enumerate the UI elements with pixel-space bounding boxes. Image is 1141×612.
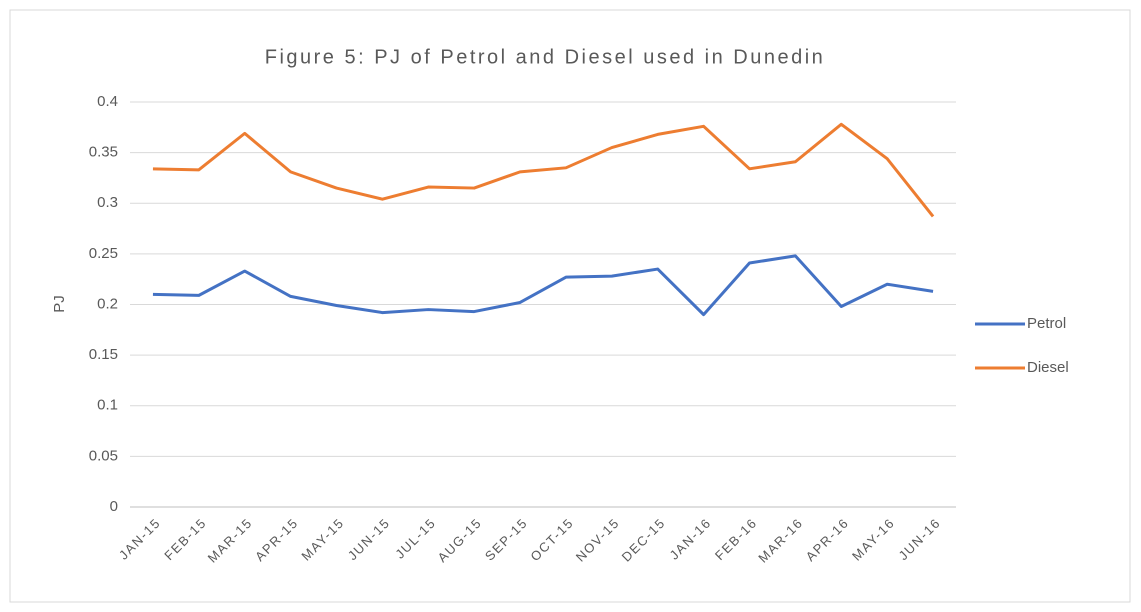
- legend-label: Diesel: [1027, 359, 1069, 376]
- line-series: [152, 254, 934, 317]
- y-tick-label: 0.05: [89, 447, 118, 464]
- chart-border: [9, 9, 1131, 603]
- y-tick-label: 0: [110, 498, 118, 515]
- y-tick-label: 0.3: [97, 194, 118, 211]
- y-tick-label: 0.1: [97, 397, 118, 414]
- legend-label: Petrol: [1027, 315, 1066, 332]
- y-axis-label: PJ: [51, 295, 68, 313]
- chart-title: Figure 5: PJ of Petrol and Diesel used i…: [265, 46, 826, 68]
- y-tick-label: 0.2: [97, 295, 118, 312]
- line-series: [152, 122, 935, 218]
- y-tick-label: 0.25: [89, 245, 118, 262]
- y-tick-label: 0.15: [89, 346, 118, 363]
- y-tick-label: 0.35: [89, 144, 118, 161]
- y-tick-label: 0.4: [97, 93, 118, 110]
